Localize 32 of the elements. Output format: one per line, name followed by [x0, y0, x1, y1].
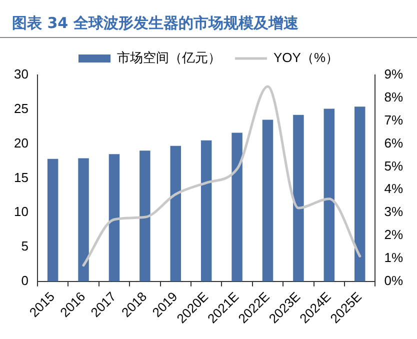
bar	[354, 106, 366, 282]
bar	[140, 150, 150, 282]
y2-tick-label: 5%	[384, 158, 404, 174]
y-tick-label: 15	[14, 170, 28, 185]
bar	[78, 158, 89, 282]
y2-tick-label: 4%	[384, 181, 404, 196]
y2-tick-label: 7%	[384, 112, 404, 128]
bar	[262, 120, 274, 282]
y2-tick-label: 9%	[384, 66, 404, 82]
y2-tick-label: 1%	[384, 250, 404, 266]
bar	[170, 146, 182, 282]
bar	[232, 132, 242, 282]
legend-label: 市场空间（亿元）	[116, 50, 221, 66]
y-tick-label: 20	[14, 135, 28, 150]
bar	[324, 108, 335, 282]
chart-title: 图表 34 全球波形发生器的市场规模及增速	[0, 8, 417, 38]
y-tick-label: 5	[21, 238, 28, 254]
y2-tick-label: 6%	[384, 135, 404, 150]
legend-label: YOY（%）	[273, 50, 339, 66]
bar	[200, 140, 212, 282]
y2-tick-label: 3%	[384, 204, 404, 220]
line-series	[82, 85, 362, 267]
bar	[108, 154, 120, 282]
bar	[47, 158, 58, 282]
y2-tick-label: 2%	[384, 227, 404, 242]
y-tick-label: 10	[14, 204, 28, 220]
y-tick-label: 30	[14, 66, 28, 82]
bar	[293, 114, 304, 282]
y-tick-label: 25	[14, 100, 28, 116]
y-tick-label: 0	[21, 272, 28, 288]
y2-tick-label: 0%	[384, 272, 404, 288]
y2-tick-label: 8%	[384, 90, 404, 105]
